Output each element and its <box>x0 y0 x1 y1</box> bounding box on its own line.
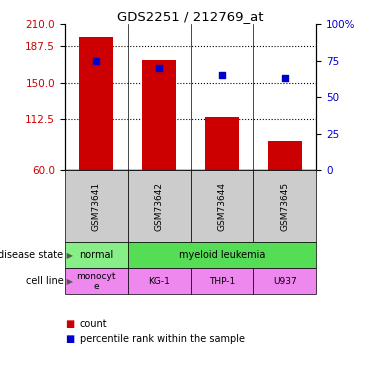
Bar <box>128 268 191 294</box>
Text: disease state: disease state <box>0 251 64 260</box>
Bar <box>205 117 239 171</box>
Text: ■: ■ <box>65 320 74 329</box>
Bar <box>191 171 253 242</box>
Text: monocyt
e: monocyt e <box>77 272 116 291</box>
Bar <box>191 268 253 294</box>
Text: GSM73645: GSM73645 <box>280 182 289 231</box>
Bar <box>65 268 128 294</box>
Text: cell line: cell line <box>26 276 64 286</box>
Bar <box>253 268 316 294</box>
Text: GSM73644: GSM73644 <box>218 182 226 231</box>
Bar <box>65 242 128 268</box>
Text: U937: U937 <box>273 277 297 286</box>
Text: ■: ■ <box>65 334 74 344</box>
Bar <box>65 171 128 242</box>
Bar <box>79 37 114 171</box>
Text: ▶: ▶ <box>64 251 74 260</box>
Text: count: count <box>80 320 107 329</box>
Text: GSM73641: GSM73641 <box>92 182 101 231</box>
Bar <box>253 171 316 242</box>
Text: myeloid leukemia: myeloid leukemia <box>179 251 265 260</box>
Bar <box>142 60 176 171</box>
Point <box>282 75 288 81</box>
Bar <box>128 242 316 268</box>
Text: normal: normal <box>79 251 113 260</box>
Text: KG-1: KG-1 <box>148 277 170 286</box>
Bar <box>128 171 191 242</box>
Bar <box>268 141 302 171</box>
Text: THP-1: THP-1 <box>209 277 235 286</box>
Text: ▶: ▶ <box>64 277 74 286</box>
Title: GDS2251 / 212769_at: GDS2251 / 212769_at <box>117 10 264 23</box>
Point <box>156 65 162 71</box>
Point <box>219 72 225 78</box>
Text: GSM73642: GSM73642 <box>155 182 164 231</box>
Point <box>93 58 99 64</box>
Text: percentile rank within the sample: percentile rank within the sample <box>80 334 245 344</box>
